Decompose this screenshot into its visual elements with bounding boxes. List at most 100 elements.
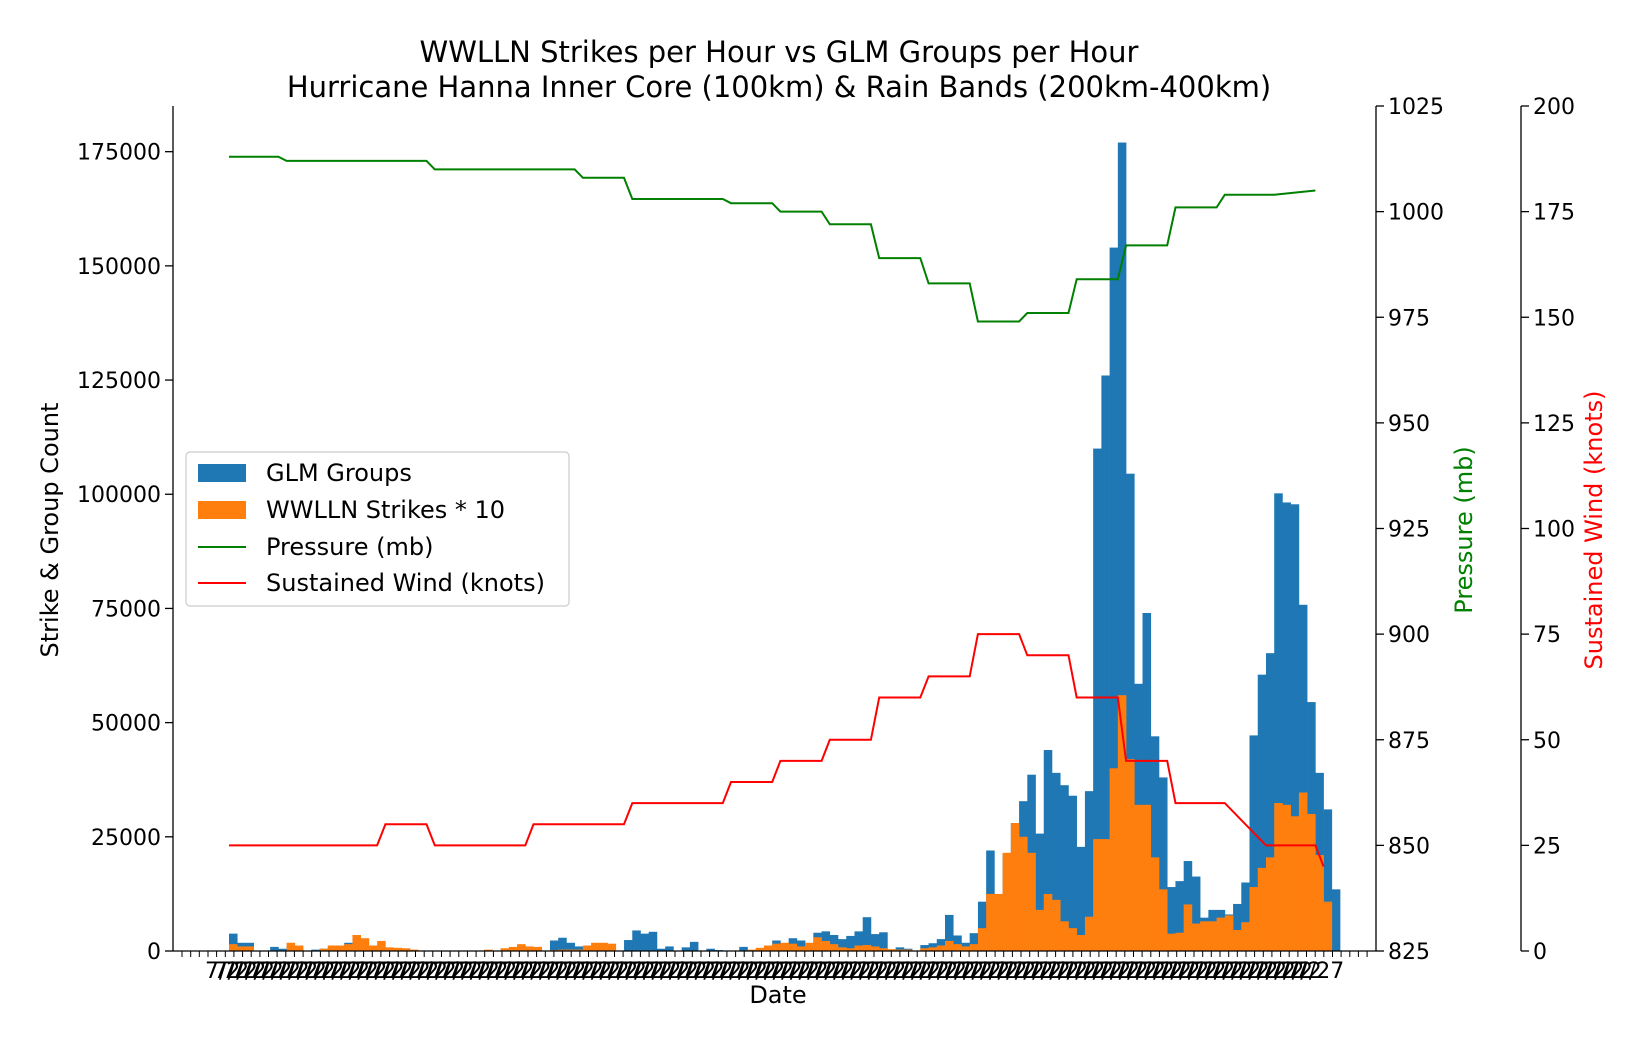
x-tick-label: 7/2 bbox=[612, 959, 647, 984]
glm-bar bbox=[1076, 846, 1086, 951]
x-tick-label: 7/2 bbox=[906, 959, 941, 984]
glm-bar bbox=[977, 901, 987, 951]
wwlln-bar bbox=[566, 949, 575, 951]
x-tick-label: 7/2 bbox=[888, 959, 923, 984]
wwlln-bar bbox=[1117, 695, 1127, 951]
wwlln-bar bbox=[1019, 836, 1028, 951]
x-tick-label: 7/2 bbox=[1018, 959, 1053, 984]
wwlln-bar bbox=[237, 946, 246, 951]
glm-bar bbox=[689, 941, 699, 951]
glm-bar bbox=[1117, 142, 1127, 952]
chart-title: WWLLN Strikes per Hour vs GLM Groups per… bbox=[420, 35, 1139, 69]
x-tick-label: 7/2 bbox=[1278, 959, 1313, 984]
wwlln-bar bbox=[1224, 915, 1234, 951]
x-tick-label: 7/2 bbox=[923, 959, 958, 984]
wwlln-bar bbox=[763, 945, 773, 951]
glm-bar bbox=[1265, 653, 1275, 951]
y-tick-label: 125000 bbox=[77, 369, 161, 394]
x-tick-label: 7/2 bbox=[508, 959, 543, 984]
wwlln-bar bbox=[500, 948, 510, 951]
x-tick-label: 7/2 bbox=[689, 959, 724, 984]
pressure-tick-label: 850 bbox=[1388, 834, 1430, 859]
x-tick-label: 7/2 bbox=[828, 959, 863, 984]
wwlln-bar bbox=[903, 949, 913, 951]
glm-bar bbox=[1150, 736, 1160, 951]
x-tick-label: 7/2 bbox=[1087, 959, 1122, 984]
wwlln-bar bbox=[1175, 932, 1184, 951]
x-tick-label: 7/2 bbox=[785, 959, 820, 984]
x-tick-label: 7/2 bbox=[1001, 959, 1036, 984]
wwlln-bar bbox=[1315, 855, 1324, 951]
glm-bar bbox=[656, 948, 666, 951]
wwlln-bar bbox=[1233, 929, 1242, 951]
glm-bar bbox=[632, 930, 641, 951]
x-tick-label: 7/2 bbox=[1096, 959, 1131, 984]
wwlln-bar bbox=[1093, 839, 1102, 951]
wwlln-bars bbox=[229, 695, 1333, 951]
x-tick-label: 7/2 bbox=[1044, 959, 1079, 984]
wwlln-bar bbox=[780, 942, 789, 951]
x-tick-label: 7/2 bbox=[1122, 959, 1157, 984]
y-tick-label: 50000 bbox=[91, 712, 161, 737]
glm-bar bbox=[1043, 750, 1053, 951]
wwlln-bar bbox=[1027, 852, 1036, 951]
x-tick-label: 7/2 bbox=[1139, 959, 1174, 984]
glm-bar bbox=[1084, 791, 1094, 951]
x-tick-label: 7/2 bbox=[1208, 959, 1243, 984]
wwlln-bar bbox=[1052, 899, 1061, 951]
wwlln-bar bbox=[393, 947, 403, 951]
legend: GLM Groups WWLLN Strikes * 10 Pressure (… bbox=[185, 451, 570, 607]
wwlln-bar bbox=[870, 946, 880, 951]
glm-bar bbox=[1298, 604, 1308, 951]
x-tick-label: 7/2 bbox=[1243, 959, 1278, 984]
x-tick-label: 7/2 bbox=[819, 959, 854, 984]
x-tick-label: 7/2 bbox=[413, 959, 448, 984]
wwlln-bar bbox=[1150, 857, 1160, 951]
wwlln-bar bbox=[821, 940, 831, 951]
wind-tick-label: 200 bbox=[1533, 95, 1575, 120]
x-tick-label: 7/2 bbox=[854, 959, 889, 984]
x-tick-label: 7/2 bbox=[638, 959, 673, 984]
x-tick-label: 7/2 bbox=[1217, 959, 1252, 984]
wwlln-bar bbox=[928, 947, 938, 951]
x-tick-label: 7/2 bbox=[214, 959, 249, 984]
x-tick-label: 7/2 bbox=[1061, 959, 1096, 984]
glm-bar bbox=[1167, 887, 1176, 951]
y-tick-label: 0 bbox=[147, 940, 161, 965]
x-tick-label: 7/2 bbox=[292, 959, 327, 984]
glm-bar bbox=[1109, 247, 1119, 952]
glm-bar bbox=[1191, 876, 1201, 951]
wwlln-bar bbox=[1265, 857, 1275, 951]
wwlln-bar bbox=[788, 943, 798, 951]
x-tick-label: 7/2 bbox=[577, 959, 612, 984]
wind-tick-label: 100 bbox=[1533, 518, 1575, 543]
x-tick-label: 7/2 bbox=[966, 959, 1001, 984]
glm-bar bbox=[895, 947, 905, 951]
x-tick-label: 7/2 bbox=[1035, 959, 1070, 984]
glm-bar bbox=[1257, 674, 1267, 951]
x-tick-label: 7/2 bbox=[672, 959, 707, 984]
wwlln-bar bbox=[961, 946, 970, 951]
x-tick-label: 7/2 bbox=[499, 959, 534, 984]
x-tick-label: 7/2 bbox=[300, 959, 335, 984]
x-tick-label: 7/2 bbox=[266, 959, 301, 984]
x-tick-label: 7/2 bbox=[932, 959, 967, 984]
wwlln-bar bbox=[994, 893, 1003, 951]
x-tick-label: 7/2 bbox=[958, 959, 993, 984]
x-tick-label: 7/2 bbox=[655, 959, 690, 984]
y-tick-label: 175000 bbox=[77, 141, 161, 166]
wwlln-bar bbox=[1076, 935, 1086, 951]
x-tick-label: 7/2 bbox=[975, 959, 1010, 984]
x-tick-label: 7/2 bbox=[724, 959, 759, 984]
wwlln-bar bbox=[1158, 889, 1168, 951]
x-tick-label: 7/2 bbox=[283, 959, 318, 984]
x-tick-label: 7/2 bbox=[949, 959, 984, 984]
wwlln-bar bbox=[1035, 909, 1045, 951]
pressure-tick-label: 925 bbox=[1388, 518, 1430, 543]
x-tick-label: 7/2 bbox=[1174, 959, 1209, 984]
glm-bar bbox=[549, 940, 559, 951]
x-tick-label: 7/2 bbox=[1226, 959, 1261, 984]
legend-frame bbox=[185, 451, 570, 607]
wwlln-bar bbox=[484, 949, 493, 951]
